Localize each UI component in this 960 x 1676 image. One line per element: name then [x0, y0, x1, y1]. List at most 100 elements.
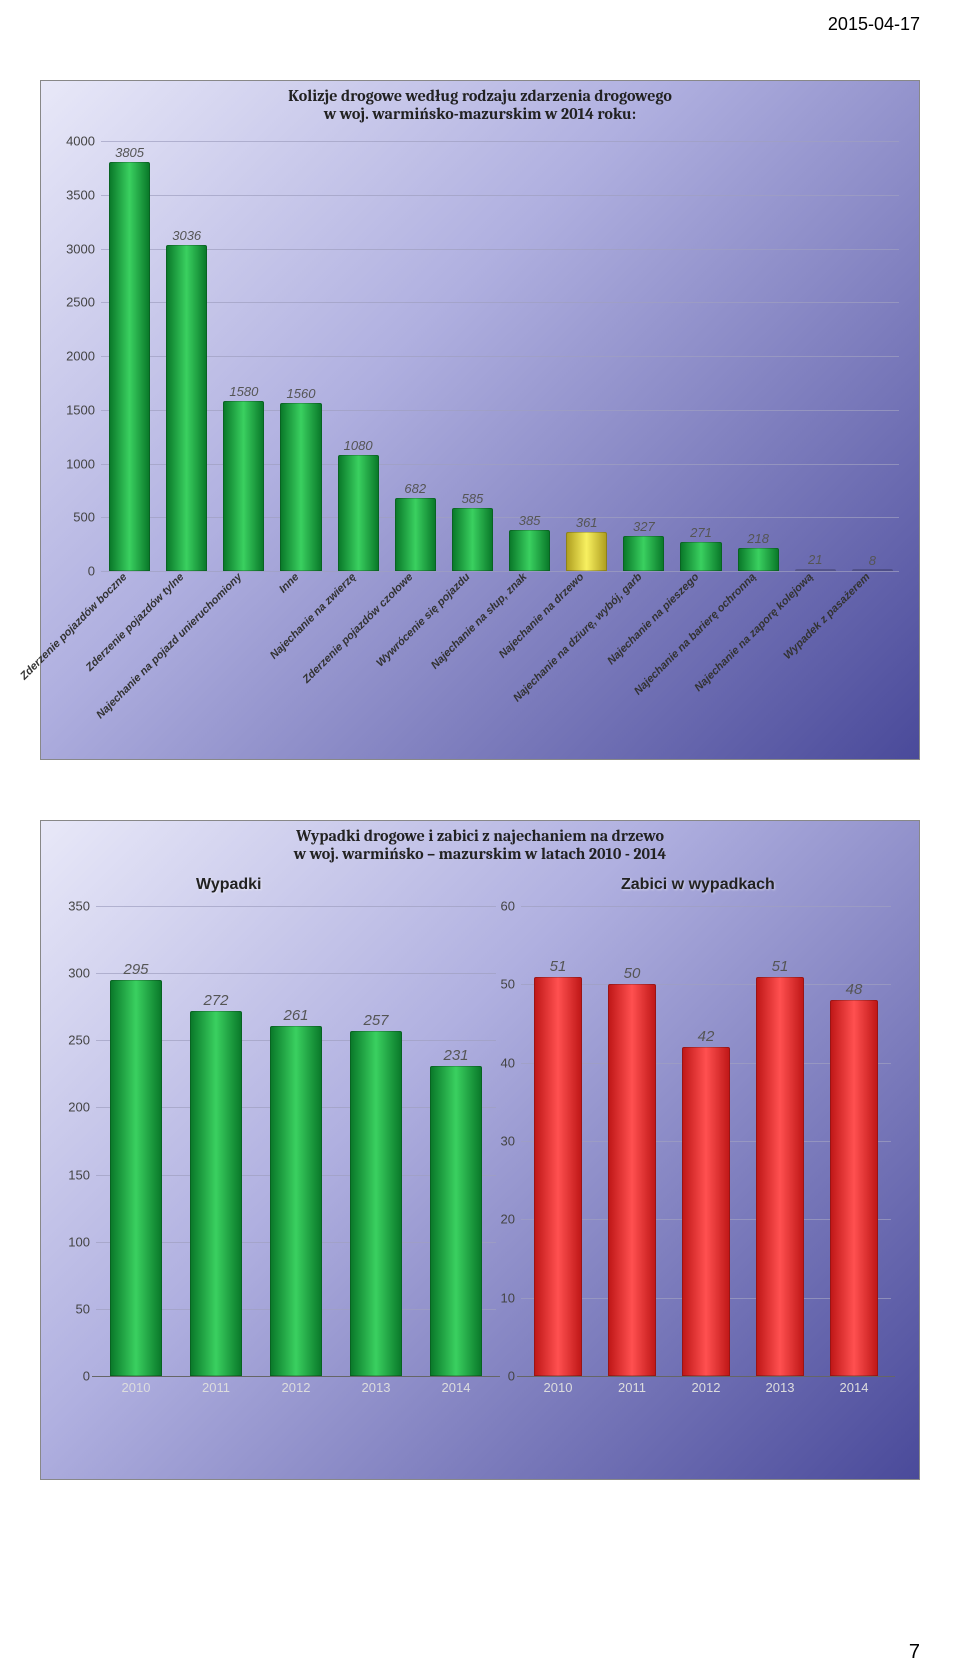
- chart1-ytick: 500: [73, 510, 95, 525]
- chart2-ytick: 20: [501, 1212, 515, 1227]
- chart2-left-area: 0501001502002503003502952010272201126120…: [96, 906, 496, 1376]
- chart1-value: 682: [404, 481, 426, 496]
- chart2-ytick: 0: [83, 1369, 90, 1384]
- chart1-bar: [452, 508, 493, 571]
- chart1-bar: [338, 455, 379, 571]
- chart2-value: 272: [203, 992, 228, 1009]
- chart2-bar: [190, 1011, 242, 1376]
- chart2-ytick: 250: [68, 1033, 90, 1048]
- chart1-xlabel: Najechanie na pieszego: [605, 571, 701, 667]
- chart2-right: Zabici w wypadkach 010203040506051201050…: [521, 876, 891, 1406]
- chart1-bar: [223, 401, 264, 571]
- chart1-bar: [795, 569, 836, 571]
- chart1-ytick: 2000: [66, 349, 95, 364]
- chart2-xlabel: 2011: [618, 1380, 646, 1395]
- chart1-ytick: 0: [88, 564, 95, 579]
- chart1-gridline: [101, 302, 899, 303]
- chart1-gridline: [101, 356, 899, 357]
- chart2-xaxis: [517, 1376, 895, 1377]
- chart1-value: 1580: [229, 384, 258, 399]
- chart2-xlabel: 2010: [544, 1380, 573, 1395]
- chart2-bar: [682, 1047, 730, 1376]
- chart2-ytick: 10: [501, 1290, 515, 1305]
- chart1-bar: [852, 569, 893, 571]
- chart2-value: 48: [846, 981, 863, 998]
- chart1-ytick: 1000: [66, 456, 95, 471]
- page-date: 2015-04-17: [828, 14, 920, 35]
- chart2-ytick: 60: [501, 899, 515, 914]
- chart1-value: 21: [808, 552, 822, 567]
- chart2-ytick: 0: [508, 1369, 515, 1384]
- chart1-bar: [566, 532, 607, 571]
- chart1-value: 8: [869, 553, 876, 568]
- chart2-value: 51: [550, 958, 567, 975]
- chart1-value: 327: [633, 519, 655, 534]
- chart2-xlabel: 2012: [692, 1380, 721, 1395]
- chart1-bar: [738, 548, 779, 571]
- chart2-value: 261: [283, 1007, 308, 1024]
- chart2-panel: Wypadki drogowe i zabici z najechaniem n…: [40, 820, 920, 1480]
- chart1-xlabel: Najechanie na zaporę kolejową: [692, 571, 815, 694]
- chart1-panel: Kolizje drogowe według rodzaju zdarzenia…: [40, 80, 920, 760]
- chart2-value: 295: [123, 961, 148, 978]
- chart2-bar: [608, 984, 656, 1376]
- chart2-left-subtitle: Wypadki: [196, 876, 262, 894]
- chart1-area: 050010001500200025003000350040003805Zder…: [101, 141, 899, 571]
- chart1-value: 271: [690, 525, 712, 540]
- chart1-xlabel: Zderzenie pojazdów tylne: [84, 571, 187, 674]
- chart1-bar: [166, 245, 207, 571]
- chart1-title: Kolizje drogowe według rodzaju zdarzenia…: [41, 81, 919, 129]
- chart1-bar: [395, 498, 436, 571]
- chart2-bar: [430, 1066, 482, 1376]
- chart1-xlabel: Najechanie na dziurę, wybój, garb: [511, 571, 644, 704]
- chart1-ytick: 2500: [66, 295, 95, 310]
- chart1-bar: [623, 536, 664, 571]
- chart2-ytick: 100: [68, 1234, 90, 1249]
- chart2-xlabel: 2014: [442, 1380, 471, 1395]
- chart2-gridline: [96, 906, 496, 907]
- chart1-value: 3805: [115, 145, 144, 160]
- chart2-ytick: 300: [68, 966, 90, 981]
- chart2-bar: [756, 977, 804, 1377]
- chart2-value: 257: [363, 1012, 388, 1029]
- chart2-value: 50: [624, 965, 641, 982]
- chart2-xlabel: 2012: [282, 1380, 311, 1395]
- chart1-value: 3036: [172, 228, 201, 243]
- chart2-xlabel: 2010: [122, 1380, 151, 1395]
- chart1-xlabel: Najechanie na słup, znak: [429, 571, 530, 672]
- chart2-ytick: 30: [501, 1134, 515, 1149]
- chart2-bar: [350, 1031, 402, 1376]
- chart2-value: 42: [698, 1028, 715, 1045]
- chart1-ytick: 3500: [66, 187, 95, 202]
- chart1-gridline: [101, 141, 899, 142]
- chart2-bar: [830, 1000, 878, 1376]
- chart2-ytick: 200: [68, 1100, 90, 1115]
- chart1-xlabel: Wywrócenie się pojazdu: [374, 571, 472, 669]
- chart1-gridline: [101, 571, 899, 572]
- chart2-ytick: 350: [68, 899, 90, 914]
- chart1-gridline: [101, 410, 899, 411]
- page-number: 7: [909, 1641, 920, 1664]
- chart1-value: 1560: [287, 386, 316, 401]
- chart2-xlabel: 2013: [766, 1380, 795, 1395]
- chart2-right-subtitle: Zabici w wypadkach: [621, 876, 775, 894]
- chart2-xlabel: 2014: [840, 1380, 869, 1395]
- chart1-gridline: [101, 517, 899, 518]
- chart1-value: 1080: [344, 438, 373, 453]
- chart1-ytick: 3000: [66, 241, 95, 256]
- chart2-bar: [270, 1026, 322, 1376]
- chart1-bar: [109, 162, 150, 571]
- chart1-ytick: 1500: [66, 402, 95, 417]
- chart2-gridline: [521, 906, 891, 907]
- chart2-ytick: 40: [501, 1055, 515, 1070]
- chart1-xlabel: Najechanie na barierę ochronną: [632, 571, 758, 697]
- chart1-xlabel: Inne: [277, 571, 301, 595]
- chart2-right-area: 0102030405060512010502011422012512013482…: [521, 906, 891, 1376]
- chart1-value: 385: [519, 513, 541, 528]
- chart2-xlabel: 2011: [202, 1380, 230, 1395]
- chart1-value: 361: [576, 515, 598, 530]
- chart2-bar: [534, 977, 582, 1377]
- chart2-ytick: 50: [501, 977, 515, 992]
- chart2-value: 231: [443, 1047, 468, 1064]
- chart2-xaxis: [92, 1376, 500, 1377]
